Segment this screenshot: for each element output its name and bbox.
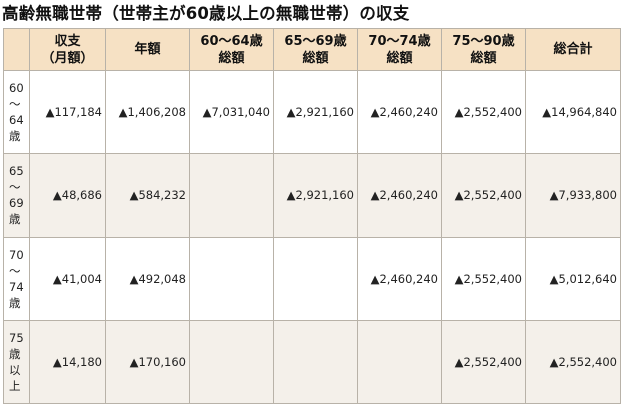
page-title: 高齢無職世帯（世帯主が60歳以上の無職世帯）の収支 bbox=[2, 4, 410, 23]
table-header-row: 収支 （月額） 年額 60～64歳 総額 65～69歳 総額 70～74歳 総額… bbox=[3, 28, 621, 71]
cell-total: ▲2,552,400 bbox=[525, 319, 621, 405]
cell-age-75-90: ▲2,552,400 bbox=[441, 319, 526, 405]
cell-age-60-64 bbox=[189, 319, 274, 405]
cell-total: ▲5,012,640 bbox=[525, 236, 621, 321]
cell-age-65-69 bbox=[273, 319, 358, 405]
cell-age-60-64 bbox=[189, 236, 274, 321]
cell-age-75-90: ▲2,552,400 bbox=[441, 69, 526, 155]
cell-total: ▲7,933,800 bbox=[525, 153, 621, 238]
header-age-70-74: 70～74歳 総額 bbox=[357, 28, 442, 71]
cell-age-70-74: ▲2,460,240 bbox=[357, 153, 442, 238]
table-row: 65 ～ 69 歳 ▲48,686 ▲584,232 ▲2,921,160 ▲2… bbox=[3, 153, 621, 238]
cell-age-65-69 bbox=[273, 236, 358, 321]
row-label: 65 ～ 69 歳 bbox=[3, 153, 30, 238]
header-monthly: 収支 （月額） bbox=[29, 28, 106, 71]
row-label: 75 歳 以 上 bbox=[3, 319, 30, 405]
cell-age-65-69: ▲2,921,160 bbox=[273, 153, 358, 238]
header-age-65-69: 65～69歳 総額 bbox=[273, 28, 358, 71]
cell-age-70-74: ▲2,460,240 bbox=[357, 236, 442, 321]
header-total: 総合計 bbox=[525, 28, 621, 71]
cell-age-70-74: ▲2,460,240 bbox=[357, 69, 442, 155]
cell-annual: ▲492,048 bbox=[105, 236, 190, 321]
cell-total: ▲14,964,840 bbox=[525, 69, 621, 155]
cell-annual: ▲170,160 bbox=[105, 319, 190, 405]
header-annual: 年額 bbox=[105, 28, 190, 71]
table-row: 75 歳 以 上 ▲14,180 ▲170,160 ▲2,552,400 ▲2,… bbox=[3, 319, 621, 405]
header-age-60-64: 60～64歳 総額 bbox=[189, 28, 274, 71]
table-row: 60 ～ 64 歳 ▲117,184 ▲1,406,208 ▲7,031,040… bbox=[3, 69, 621, 155]
cell-age-75-90: ▲2,552,400 bbox=[441, 153, 526, 238]
cell-monthly: ▲41,004 bbox=[29, 236, 106, 321]
row-label: 70 ～ 74 歳 bbox=[3, 236, 30, 321]
cell-age-65-69: ▲2,921,160 bbox=[273, 69, 358, 155]
cell-annual: ▲1,406,208 bbox=[105, 69, 190, 155]
cell-age-70-74 bbox=[357, 319, 442, 405]
income-expense-table: 収支 （月額） 年額 60～64歳 総額 65～69歳 総額 70～74歳 総額… bbox=[3, 28, 621, 405]
cell-annual: ▲584,232 bbox=[105, 153, 190, 238]
cell-monthly: ▲14,180 bbox=[29, 319, 106, 405]
table-row: 70 ～ 74 歳 ▲41,004 ▲492,048 ▲2,460,240 ▲2… bbox=[3, 236, 621, 321]
cell-age-60-64: ▲7,031,040 bbox=[189, 69, 274, 155]
cell-age-60-64 bbox=[189, 153, 274, 238]
cell-monthly: ▲117,184 bbox=[29, 69, 106, 155]
header-corner bbox=[3, 28, 30, 71]
cell-monthly: ▲48,686 bbox=[29, 153, 106, 238]
row-label: 60 ～ 64 歳 bbox=[3, 69, 30, 155]
cell-age-75-90: ▲2,552,400 bbox=[441, 236, 526, 321]
header-age-75-90: 75～90歳 総額 bbox=[441, 28, 526, 71]
